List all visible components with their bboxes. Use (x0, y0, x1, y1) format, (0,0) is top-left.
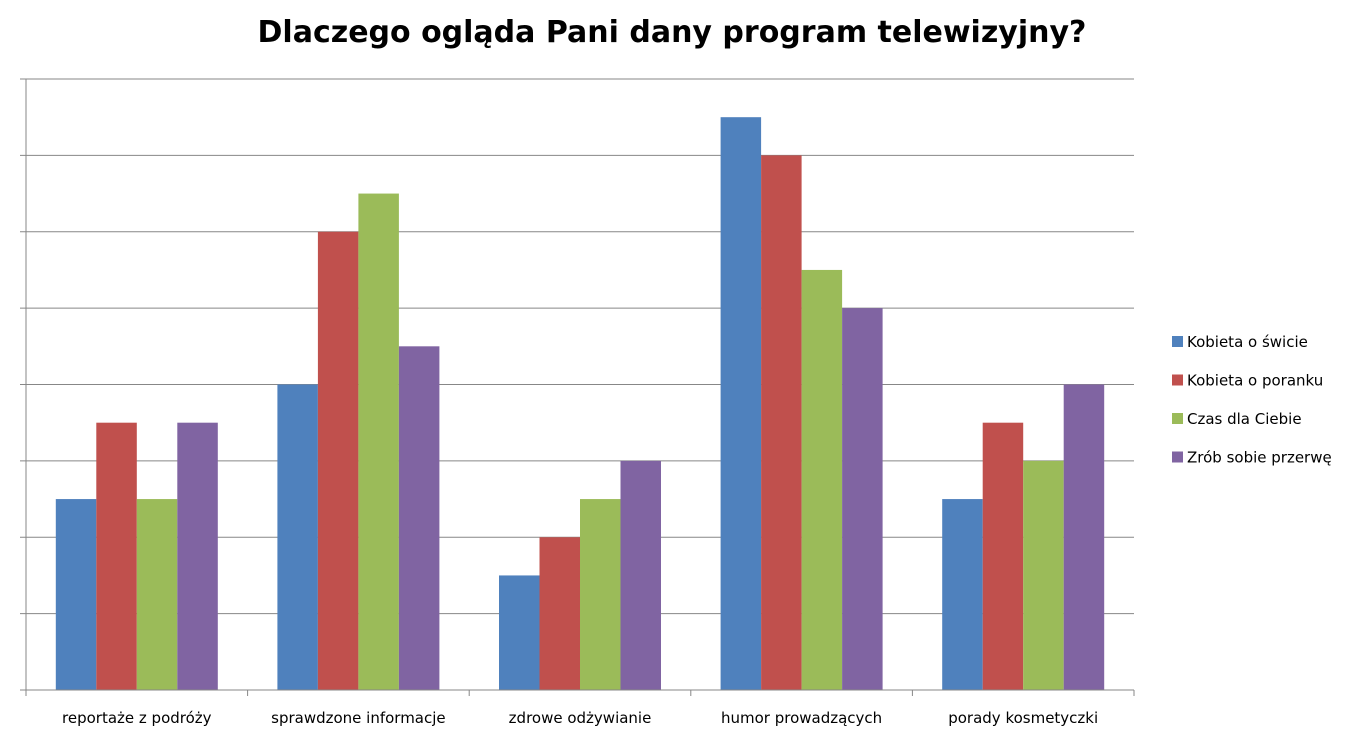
bar (499, 575, 540, 690)
bar (580, 499, 621, 690)
bar (761, 155, 802, 690)
x-tick-label: reportaże z podróży (62, 709, 212, 727)
bar (358, 193, 399, 690)
bar (317, 231, 359, 690)
legend-swatch (1172, 413, 1183, 424)
x-tick-label: zdrowe odżywianie (509, 709, 652, 727)
bar (277, 384, 318, 690)
chart-title: Dlaczego ogląda Pani dany program telewi… (258, 15, 1087, 50)
bar (801, 269, 843, 690)
legend-label: Czas dla Ciebie (1187, 410, 1302, 428)
bar (177, 422, 218, 690)
x-tick-label: sprawdzone informacje (271, 709, 446, 727)
bar (720, 117, 762, 690)
x-tick-label: humor prowadzących (721, 709, 882, 727)
axes (20, 78, 1135, 696)
bar (96, 422, 137, 690)
x-tick-label: porady kosmetyczki (948, 709, 1098, 727)
legend-swatch (1172, 336, 1183, 347)
bar (942, 499, 983, 690)
bar (842, 308, 883, 690)
legend-label: Kobieta o poranku (1187, 372, 1323, 390)
bar (539, 537, 580, 690)
legend: Kobieta o świcie Kobieta o poranku Czas dl… (1172, 333, 1332, 467)
bar (398, 346, 440, 690)
legend-label: Kobieta o świcie (1187, 333, 1308, 351)
bar (1063, 384, 1105, 690)
bars (55, 117, 1105, 690)
legend-label: Zrób sobie przerwę (1187, 449, 1332, 467)
bar (1023, 460, 1064, 690)
legend-swatch (1172, 451, 1183, 463)
legend-swatch (1172, 374, 1183, 386)
x-tick-labels: reportaże z podróży sprawdzone informacje… (62, 709, 1098, 727)
bar (55, 499, 97, 690)
bar (982, 422, 1024, 690)
bar (136, 499, 178, 690)
bar (620, 460, 661, 690)
